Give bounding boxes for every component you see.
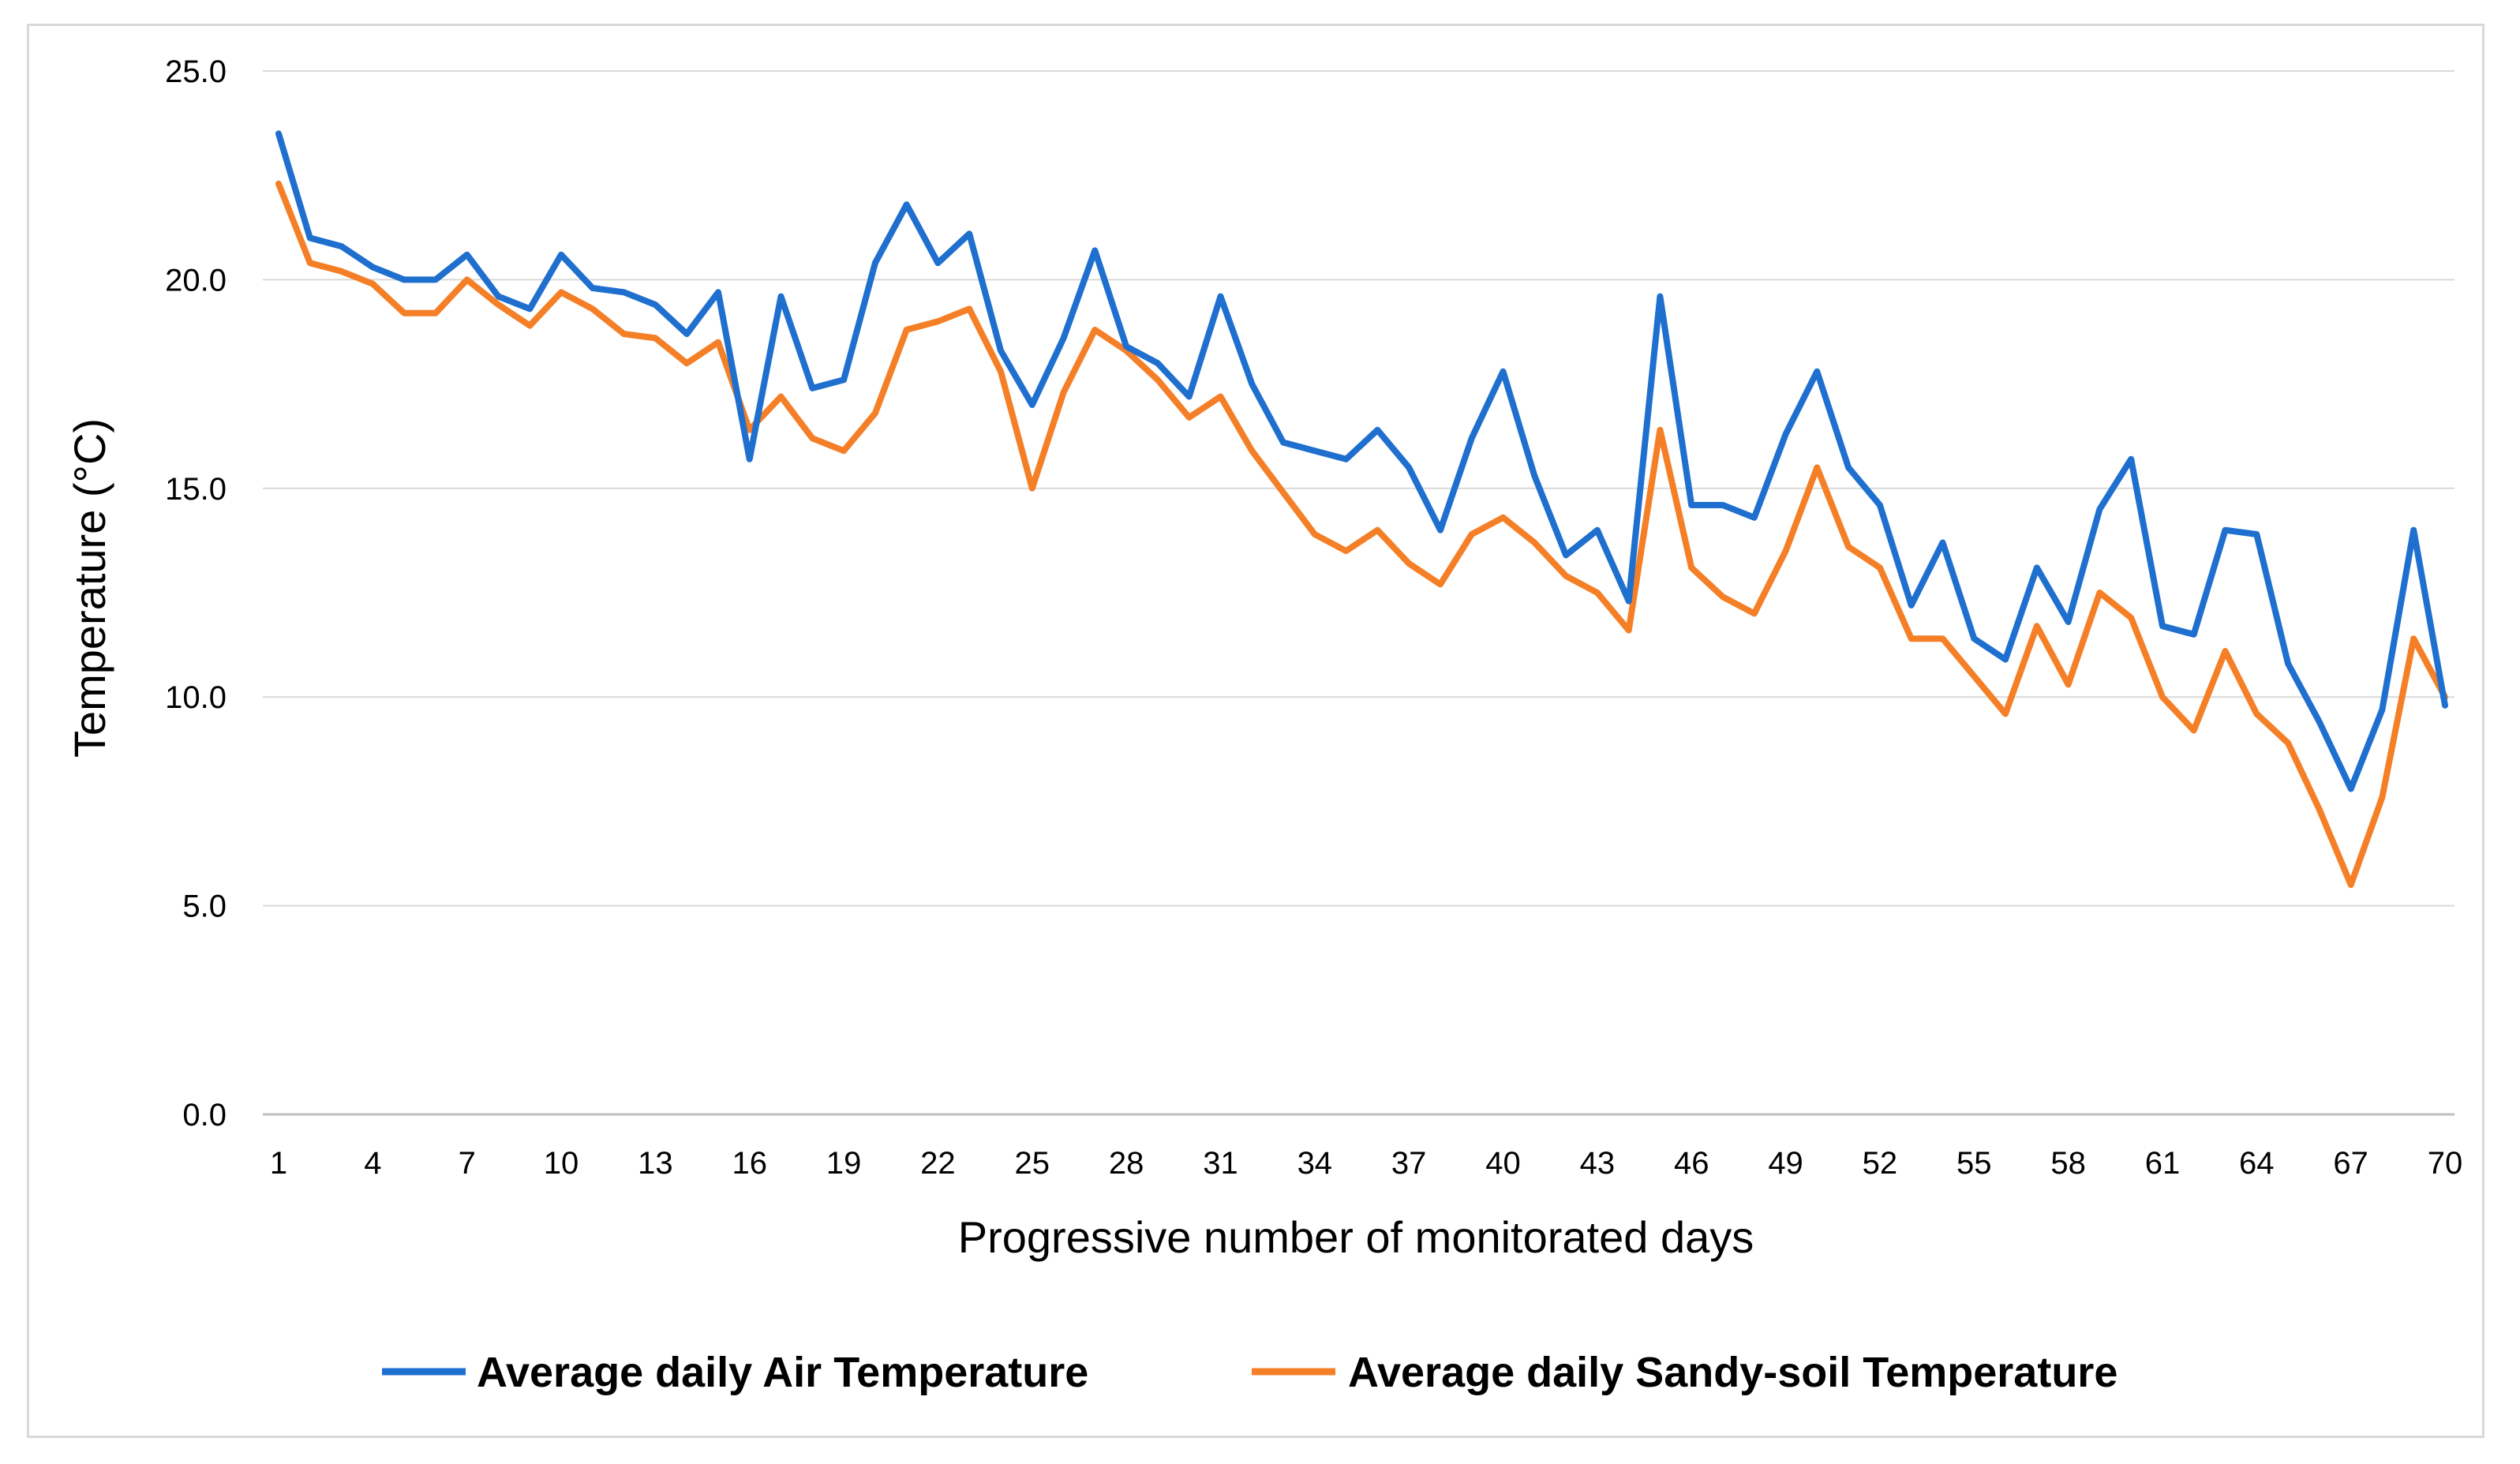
y-tick-label: 0.0 <box>182 1098 227 1133</box>
series-lines <box>275 130 2448 889</box>
legend: Average daily Air Temperature Average da… <box>382 1349 2117 1396</box>
x-tick-label: 58 <box>2050 1146 2086 1181</box>
x-tick-label: 61 <box>2145 1146 2181 1181</box>
x-axis-tick-labels: 1 4 7 10 13 16 19 22 25 28 31 34 37 40 43 46 49 52 55 58 61 6… <box>270 1146 2462 1181</box>
x-tick-label: 13 <box>638 1146 673 1181</box>
x-tick-label: 46 <box>1674 1146 1709 1181</box>
x-tick-label: 10 <box>544 1146 579 1181</box>
x-axis-title: Progressive number of monitorated days <box>958 1212 1754 1262</box>
x-tick-label: 22 <box>920 1146 956 1181</box>
gridlines <box>263 70 2454 1116</box>
x-tick-label: 67 <box>2333 1146 2368 1181</box>
x-tick-label: 16 <box>732 1146 767 1181</box>
x-tick-label: 37 <box>1391 1146 1427 1181</box>
x-tick-label: 43 <box>1580 1146 1616 1181</box>
x-tick-label: 49 <box>1768 1146 1803 1181</box>
y-axis-title: Temperature (°C) <box>65 418 114 758</box>
x-tick-label: 28 <box>1109 1146 1144 1181</box>
y-tick-label: 25.0 <box>165 54 227 89</box>
x-tick-label: 52 <box>1863 1146 1898 1181</box>
y-tick-label: 10.0 <box>165 680 227 715</box>
x-tick-label: 40 <box>1485 1146 1521 1181</box>
x-tick-label: 34 <box>1297 1146 1333 1181</box>
series-line-air-temperature <box>275 130 2448 792</box>
chart-frame <box>27 24 2484 1438</box>
y-tick-label: 15.0 <box>165 472 227 507</box>
legend-label-sandy-soil-temperature: Average daily Sandy-soil Temperature <box>1348 1349 2117 1396</box>
x-tick-label: 64 <box>2239 1146 2275 1181</box>
y-axis-tick-labels: 0.0 5.0 10.0 15.0 20.0 25.0 <box>165 54 227 1133</box>
x-tick-label: 7 <box>459 1146 476 1181</box>
y-tick-label: 5.0 <box>182 889 227 924</box>
x-tick-label: 4 <box>364 1146 381 1181</box>
y-tick-label: 20.0 <box>165 263 227 298</box>
x-tick-label: 31 <box>1203 1146 1238 1181</box>
x-tick-label: 19 <box>826 1146 862 1181</box>
x-tick-label: 1 <box>270 1146 287 1181</box>
legend-label-air-temperature: Average daily Air Temperature <box>477 1349 1088 1396</box>
x-tick-label: 70 <box>2428 1146 2463 1181</box>
x-tick-label: 55 <box>1956 1146 1992 1181</box>
series-line-sandy-soil-temperature <box>275 180 2448 889</box>
x-tick-label: 25 <box>1015 1146 1050 1181</box>
